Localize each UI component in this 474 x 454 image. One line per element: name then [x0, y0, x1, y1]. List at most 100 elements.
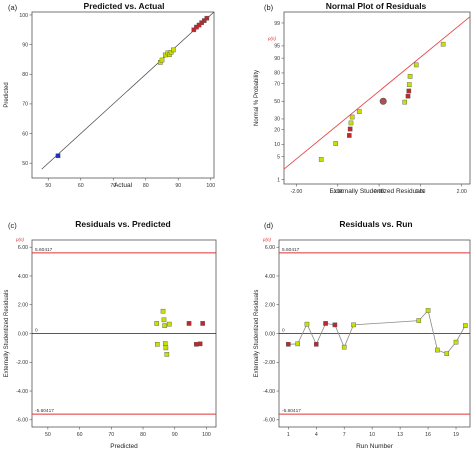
chart-panel-c: (c) Residuals vs. Predicted Predicted Exter… [4, 219, 217, 450]
x-tick-label: -1.00 [332, 189, 344, 195]
y-tick-label: 60 [22, 131, 28, 137]
data-point [196, 22, 202, 28]
panel-label: (a) [8, 3, 18, 12]
data-point [463, 323, 468, 328]
y-axis-label: Predicted [4, 82, 10, 107]
y-tick-label: -6.00 [263, 418, 275, 424]
x-tick-label: 70 [110, 183, 116, 189]
data-point [164, 352, 170, 357]
y-tick-label: 70 [274, 81, 280, 87]
y-tick-label: 95 [274, 44, 280, 50]
y-tick-label: 5 [277, 154, 280, 160]
y-tick-label: 2.00 [265, 303, 275, 309]
limit-line-upper-label: 5.60417 [35, 247, 53, 253]
y-tick-label: -2.00 [16, 360, 28, 366]
data-point [160, 308, 166, 314]
data-point [425, 308, 431, 313]
y-tick-label: 4.00 [265, 274, 275, 280]
chart-panel-d: (d) Residuals vs. Run Run Number Externally… [254, 219, 471, 450]
y-tick-label: 50 [274, 99, 280, 105]
chart-title: Normal Plot of Residuals [326, 1, 427, 11]
x-axis-label: Actual [114, 182, 133, 189]
panel-label: (c) [8, 221, 17, 230]
y-tick-label: 10 [274, 142, 280, 148]
x-tick-label: 80 [143, 183, 149, 189]
y-tick-label: 6.00 [18, 245, 28, 251]
limit-line-upper-label: 5.60417 [282, 247, 300, 253]
data-point [407, 74, 413, 79]
x-tick-label: 4 [315, 432, 318, 438]
x-tick-label: 7 [343, 432, 346, 438]
data-point [349, 114, 355, 120]
chart-title: Predicted vs. Actual [84, 1, 165, 11]
data-point [163, 345, 169, 351]
x-tick-label: 10 [369, 432, 375, 438]
data-point [161, 317, 167, 323]
data-point [194, 341, 199, 347]
data-point [167, 321, 172, 327]
data-point [204, 15, 210, 21]
limit-line-lower-label: -5.60417 [282, 408, 301, 414]
y-axis-label: Normal % Probability [254, 70, 260, 126]
data-point [444, 351, 450, 356]
x-tick-label: 16 [425, 432, 431, 438]
x-tick-label: 2.00 [457, 189, 467, 195]
data-point [379, 97, 387, 105]
y-tick-label: -4.00 [16, 389, 28, 395]
side-label: p(n) [267, 36, 277, 41]
panel-label: (b) [264, 3, 274, 12]
y-tick-label: 1 [277, 177, 280, 183]
y-tick-label: -4.00 [263, 389, 275, 395]
x-tick-label: 100 [206, 183, 215, 189]
y-tick-label: 30 [274, 117, 280, 123]
data-point [313, 341, 319, 347]
y-tick-label: 0.00 [265, 331, 275, 337]
data-point [323, 321, 328, 326]
chart-panel-a: (a) Predicted vs. Actual Actual Predicted 50… [4, 1, 215, 189]
y-tick-label: 100 [19, 13, 28, 19]
x-tick-label: 1.00 [415, 189, 425, 195]
x-tick-label: 50 [45, 183, 51, 189]
y-tick-label: 80 [274, 71, 280, 77]
data-point [154, 321, 159, 326]
data-point [162, 341, 168, 346]
x-axis-label: Run Number [356, 443, 394, 450]
zero-line-label: 0 [35, 328, 38, 334]
data-point [304, 321, 310, 327]
y-tick-label: -2.00 [263, 360, 275, 366]
side-label: p(n) [15, 237, 25, 242]
x-tick-label: 90 [172, 432, 178, 438]
chart-panel-b: (b) Normal Plot of Residuals Externally St… [254, 1, 471, 195]
data-point [201, 18, 207, 23]
y-axis-label: Externally Studentized Residuals [4, 290, 10, 378]
data-point [416, 318, 422, 323]
x-tick-label: 1 [287, 432, 290, 438]
data-point [197, 341, 203, 347]
data-point [402, 99, 407, 105]
data-point [351, 322, 356, 328]
data-point [347, 126, 353, 132]
y-tick-label: 90 [274, 56, 280, 62]
x-tick-label: 60 [78, 183, 84, 189]
x-axis-label: Externally Studentized Residuals [329, 188, 425, 195]
x-tick-label: 100 [202, 432, 211, 438]
zero-line-label: 0 [282, 328, 285, 334]
x-tick-label: 70 [108, 432, 114, 438]
y-tick-label: 50 [22, 161, 28, 167]
data-point [413, 62, 419, 68]
data-point [333, 141, 338, 146]
x-tick-label: 80 [140, 432, 146, 438]
y-tick-label: 6.00 [265, 245, 275, 251]
data-point [347, 133, 352, 138]
y-tick-label: 80 [22, 72, 28, 78]
data-point [155, 341, 160, 347]
panel-label: (d) [264, 221, 274, 230]
data-point [332, 322, 338, 328]
data-point [406, 88, 412, 94]
data-point [162, 323, 167, 328]
data-point [55, 153, 61, 159]
data-point [318, 157, 324, 162]
y-tick-label: 2.00 [18, 303, 28, 309]
data-point [341, 344, 347, 350]
